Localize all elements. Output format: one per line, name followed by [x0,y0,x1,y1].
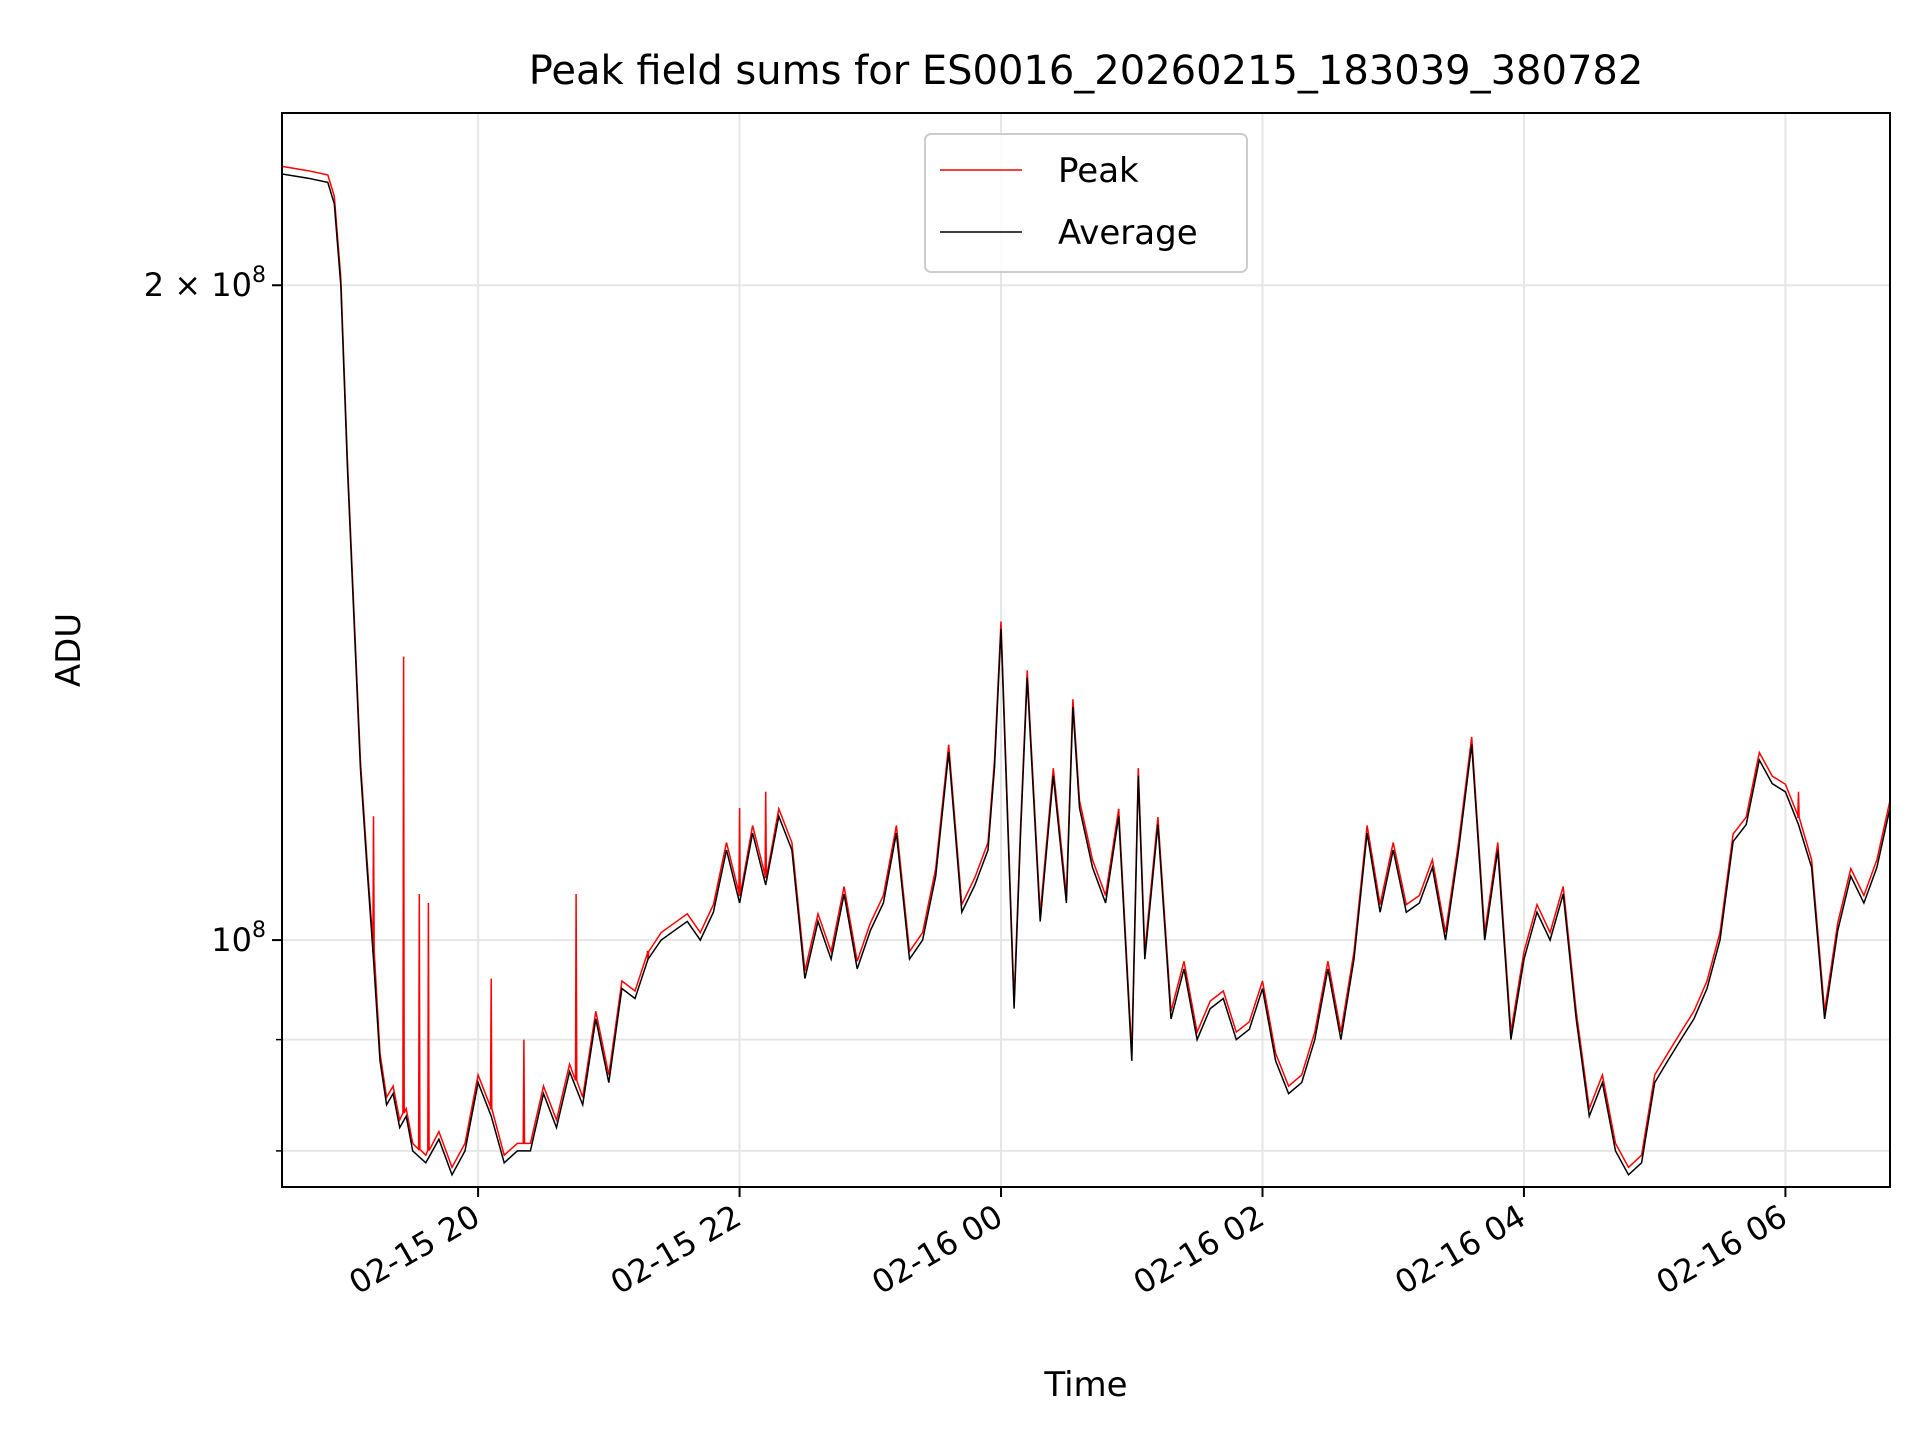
legend: Peak Average [924,133,1248,273]
y-axis: 108 2 × 108 [144,263,282,1152]
legend-box [924,133,1248,273]
legend-label-peak: Peak [1058,151,1139,191]
y-axis-title: ADU [49,613,89,687]
series-line-average [282,173,1890,1177]
series-line-peak [282,165,1890,1170]
y-tick-label: 2 × 108 [144,263,266,304]
series-layer [282,165,1890,1177]
chart-title: Peak field sums for ES0016_20260215_1830… [529,48,1644,94]
y-tick-label: 108 [211,918,266,959]
legend-label-average: Average [1058,213,1198,253]
plot-frame [281,112,1891,1188]
x-axis-title: Time [1043,1365,1127,1405]
